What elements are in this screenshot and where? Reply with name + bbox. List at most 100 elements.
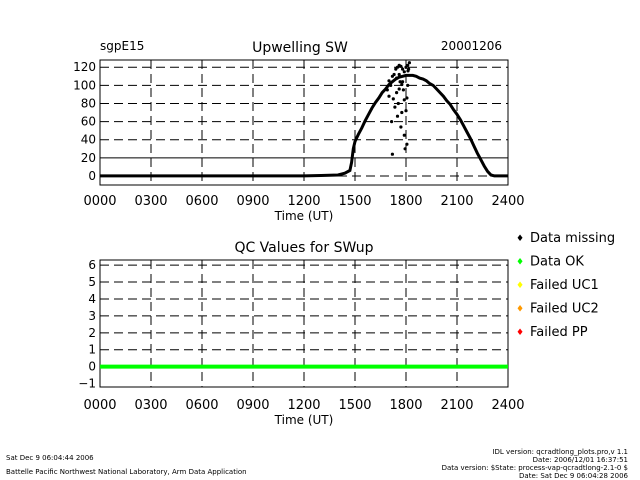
footer: Sat Dec 9 06:04:44 2006 Battelle Pacific… [6, 448, 629, 480]
data-point [401, 67, 405, 71]
x-tick-label: 0900 [236, 398, 269, 413]
data-point [404, 109, 408, 113]
x-tick-label: 1500 [338, 398, 371, 413]
legend-label: Failed UC2 [530, 302, 599, 317]
footer-data-version: Data version: $State: process-vap-qcradt… [442, 464, 628, 472]
data-point [402, 133, 406, 137]
footer-date-line: Date: 2006/12/01 16:37:51 [533, 456, 628, 464]
data-point [407, 61, 411, 65]
x-tick-label: 0300 [134, 398, 167, 413]
y-tick-label: 60 [81, 115, 96, 129]
qc-values-panel: QC Values for SWup −1 0 1 2 3 4 5 6 0000 0300 060… [78, 240, 524, 427]
x-tick-label: 1800 [389, 398, 422, 413]
data-point [405, 96, 409, 100]
bottom-x-tick-labels: 0000 0300 0600 0900 1200 1500 1800 2100 2400 [83, 398, 524, 413]
data-point [391, 97, 395, 101]
data-point [400, 82, 404, 87]
x-tick-label: 0300 [134, 194, 167, 209]
x-tick-label: 2100 [440, 194, 473, 209]
top-data-points [100, 61, 508, 178]
data-point [396, 101, 400, 106]
data-point [393, 105, 397, 109]
x-tick-label: 2400 [491, 398, 524, 413]
x-tick-label: 0600 [185, 398, 218, 413]
legend-marker: ♦ [516, 281, 524, 291]
top-plot-frame [99, 59, 509, 186]
x-tick-label: 1200 [287, 194, 320, 209]
y-tick-label: 2 [88, 326, 96, 340]
data-point [406, 63, 410, 67]
data-point [406, 83, 410, 87]
y-tick-label: 6 [88, 258, 96, 272]
y-tick-label: 40 [81, 133, 96, 147]
data-point [397, 87, 401, 91]
y-tick-label: 120 [73, 60, 96, 74]
footer-idl-version: IDL version: qcradtlong_plots.pro,v 1.1 [492, 448, 628, 456]
qc-legend: ♦ Data missing ♦ Data OK ♦ Failed UC1 ♦ Failed … [516, 231, 615, 340]
legend-marker: ♦ [516, 328, 524, 338]
y-tick-label: 20 [81, 151, 96, 165]
y-tick-label: 0 [88, 360, 96, 374]
legend-label: Data OK [530, 255, 584, 270]
data-point [401, 88, 405, 92]
x-tick-label: 2400 [491, 194, 524, 209]
data-point [385, 88, 389, 92]
top-y-tick-labels: 0 20 40 60 80 100 120 [73, 60, 96, 183]
data-point [402, 70, 406, 74]
chart-title-qc: QC Values for SWup [234, 240, 373, 256]
date-label: 20001206 [441, 39, 502, 53]
upwelling-sw-panel: sgpE15 Upwelling SW 20001206 0 20 40 60 80 10… [73, 39, 524, 223]
legend-label: Failed PP [530, 325, 588, 340]
x-tick-label: 1200 [287, 398, 320, 413]
data-point [403, 147, 407, 151]
chart-title-upwelling: Upwelling SW [252, 40, 348, 56]
y-tick-label: 4 [88, 292, 96, 306]
data-point [389, 83, 393, 87]
site-label: sgpE15 [100, 39, 144, 53]
data-point [401, 80, 405, 84]
y-tick-label: 100 [73, 78, 96, 92]
x-tick-label: 0600 [185, 194, 218, 209]
legend-label: Failed UC1 [530, 278, 599, 293]
legend-label: Data missing [530, 231, 615, 246]
y-tick-label: 80 [81, 96, 96, 110]
data-point [395, 91, 399, 95]
x-tick-label: 0000 [83, 194, 116, 209]
data-point [397, 72, 401, 77]
data-point [390, 152, 394, 156]
bottom-plot-frame [99, 259, 509, 388]
x-tick-label: 1800 [389, 194, 422, 209]
data-point [402, 98, 406, 102]
data-point [406, 69, 410, 73]
y-tick-label: 0 [88, 169, 96, 183]
top-grid [100, 60, 508, 185]
footer-lab: Battelle Pacific Northwest National Labo… [6, 468, 247, 476]
data-point [405, 142, 409, 146]
top-x-axis-label: Time (UT) [274, 209, 334, 223]
x-tick-label: 0900 [236, 194, 269, 209]
data-point [387, 94, 391, 98]
bottom-y-tick-labels: −1 0 1 2 3 4 5 6 [78, 258, 96, 391]
data-point [398, 80, 402, 84]
y-tick-label: 1 [88, 343, 96, 357]
legend-marker: ♦ [516, 234, 524, 244]
data-point [390, 120, 394, 124]
upwelling-curve [100, 73, 508, 178]
data-point [395, 76, 399, 80]
y-tick-label: −1 [78, 377, 96, 391]
data-point [392, 72, 396, 77]
y-tick-label: 5 [88, 275, 96, 289]
legend-marker: ♦ [516, 305, 524, 315]
y-tick-label: 3 [88, 309, 96, 323]
data-point [395, 114, 400, 118]
data-point [399, 64, 403, 68]
data-point [387, 79, 391, 83]
top-x-tick-labels: 0000 0300 0600 0900 1200 1500 1800 2100 2400 [83, 194, 524, 209]
bottom-x-axis-label: Time (UT) [274, 413, 334, 427]
footer-timestamp: Sat Dec 9 06:04:44 2006 [6, 454, 94, 462]
footer-date-sat: Date: Sat Dec 9 06:04:28 2006 [519, 472, 628, 480]
x-tick-label: 2100 [440, 398, 473, 413]
legend-marker: ♦ [516, 258, 524, 268]
data-point [399, 125, 403, 129]
